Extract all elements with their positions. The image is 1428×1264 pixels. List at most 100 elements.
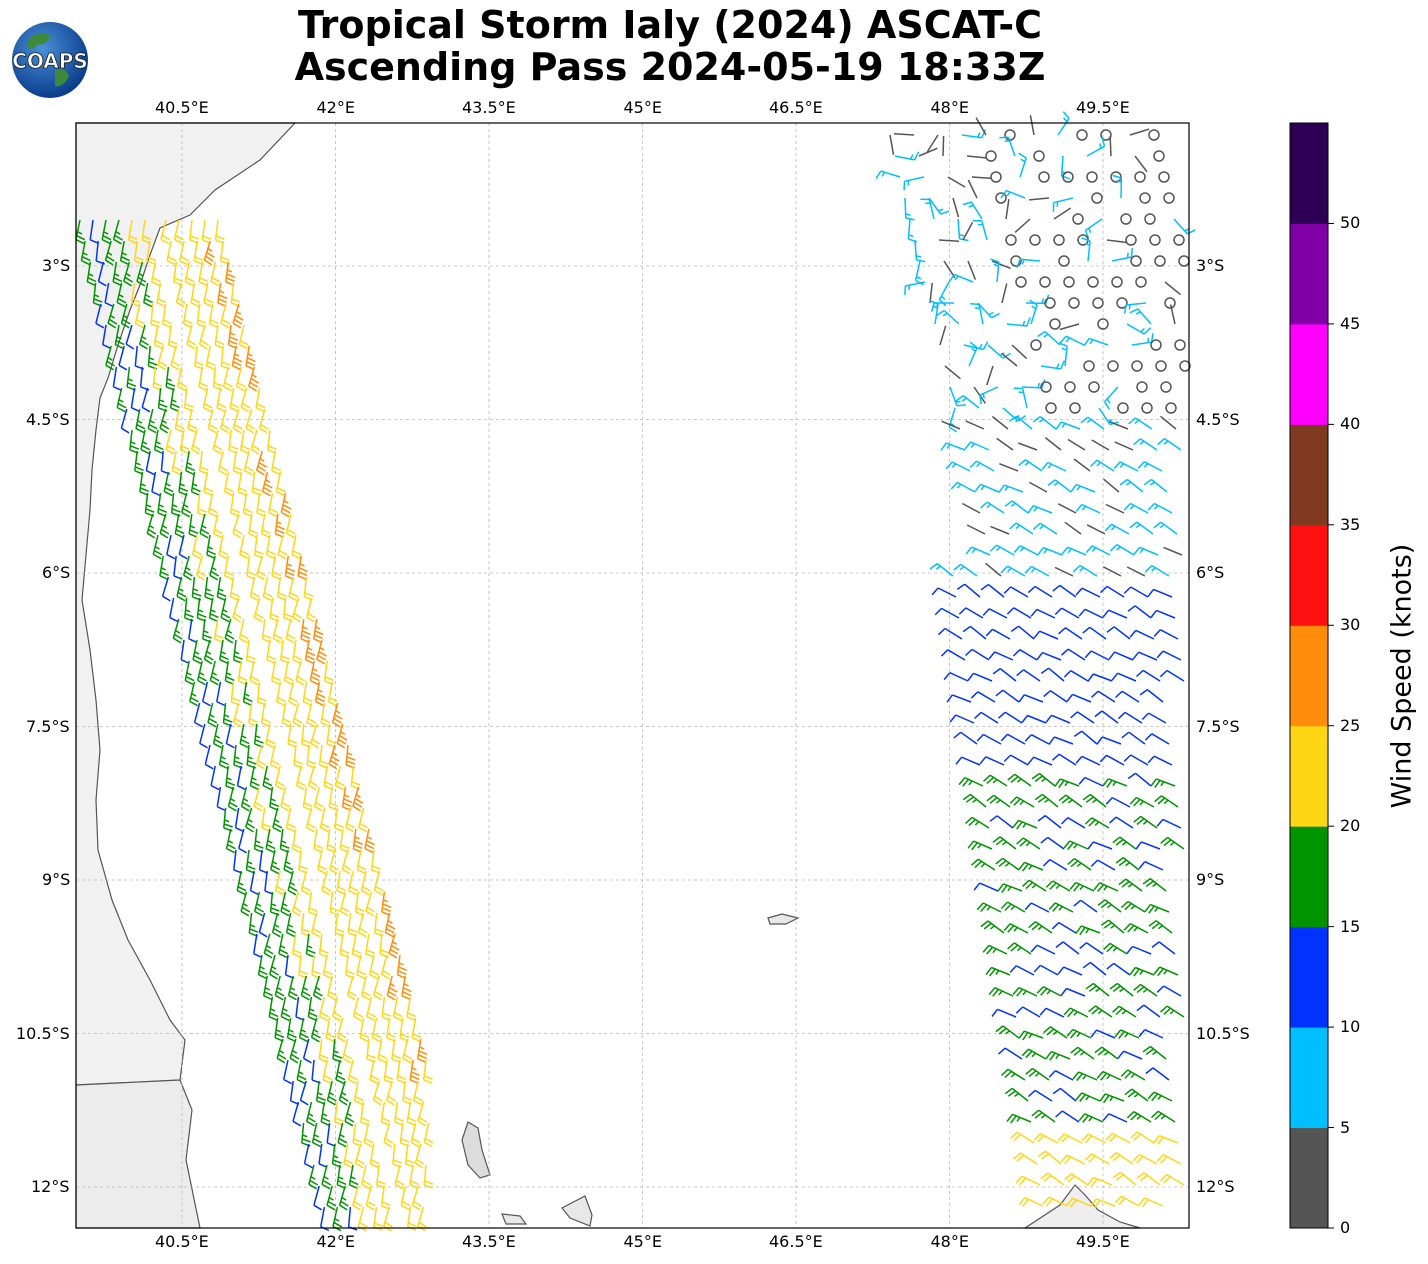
wind-barb: [262, 975, 273, 1001]
wind-barb: [1133, 983, 1158, 997]
wind-barb: [369, 1143, 380, 1169]
wind-barb: [210, 261, 221, 287]
wind-barb: [342, 1038, 352, 1064]
grid-lines: [76, 123, 1189, 1228]
wind-barb: [944, 365, 961, 380]
wind-barb: [312, 975, 323, 1001]
wind-barb: [997, 1047, 1023, 1060]
wind-barb: [328, 786, 339, 812]
wind-barb: [232, 408, 243, 434]
wind-barb: [948, 273, 974, 283]
wind-barb: [1007, 773, 1032, 787]
wind-barb: [1012, 986, 1038, 997]
wind-barb: [334, 765, 345, 791]
wind-barb: [238, 618, 249, 644]
wind-barb: [1164, 281, 1181, 296]
wind-barb: [1082, 626, 1107, 640]
wind-barb: [302, 681, 313, 707]
wind-barb: [940, 649, 966, 661]
wind-barb: [1102, 566, 1122, 577]
calm-circle: [1111, 276, 1123, 288]
wind-barb: [1024, 902, 1050, 913]
wind-barb: [971, 176, 992, 180]
wind-barb: [188, 513, 199, 538]
wind-barb: [222, 702, 233, 727]
wind-barb: [1123, 586, 1149, 598]
wind-barb: [950, 481, 976, 493]
wind-barb: [1090, 859, 1116, 871]
wind-barb: [931, 587, 957, 598]
wind-barb: [946, 694, 972, 703]
wind-barb: [301, 1122, 311, 1147]
wind-barb: [333, 807, 344, 833]
wind-barb: [204, 576, 215, 601]
wind-barb: [369, 1059, 380, 1085]
wind-barb: [1006, 607, 1032, 619]
wind-barb: [1091, 439, 1110, 451]
wind-barb: [165, 366, 176, 391]
wind-barb: [1160, 836, 1185, 850]
wind-barb: [973, 711, 999, 724]
wind-barb: [202, 618, 212, 643]
wind-barb: [1012, 649, 1038, 661]
wind-barb: [224, 261, 236, 286]
wind-barb: [1045, 880, 1071, 892]
wind-barb: [1109, 1152, 1134, 1165]
calm-circle: [1040, 381, 1052, 393]
wind-barb: [1067, 438, 1086, 451]
calm-circle: [1134, 171, 1146, 183]
wind-barb: [1145, 1067, 1170, 1081]
wind-barb: [305, 1101, 316, 1127]
wind-barb: [337, 1122, 348, 1148]
wind-barb: [388, 933, 400, 959]
wind-barb: [97, 261, 107, 287]
wind-barb: [238, 828, 247, 854]
wind-barb: [225, 828, 236, 854]
wind-barb: [1015, 1175, 1041, 1186]
wind-barb: [1120, 1069, 1146, 1081]
wind-barb: [236, 870, 247, 896]
lat-tick-label-left: 12°S: [31, 1177, 70, 1196]
wind-barb: [1099, 754, 1125, 766]
lon-tick-label-bottom: 43.5°E: [462, 1232, 516, 1251]
wind-barb: [1044, 437, 1062, 451]
wind-barb: [938, 239, 960, 242]
wind-barb: [1075, 587, 1101, 598]
calm-circle: [1110, 171, 1122, 183]
lat-tick-label-left: 3°S: [42, 256, 71, 275]
wind-barb: [1007, 942, 1032, 955]
wind-barb: [216, 786, 226, 812]
wind-barb: [1156, 1154, 1182, 1165]
wind-barb: [307, 996, 318, 1022]
wind-barb: [1028, 921, 1053, 934]
lon-tick-label-bottom: 48°E: [930, 1232, 969, 1251]
wind-barb: [1037, 815, 1062, 829]
wind-barb: [233, 744, 243, 769]
wind-barb: [996, 437, 1014, 451]
wind-barb: [256, 555, 266, 581]
wind-barb: [206, 534, 217, 560]
wind-barb: [988, 987, 1014, 997]
wind-barb: [1117, 711, 1143, 724]
wind-barb: [1142, 1045, 1167, 1060]
wind-barb: [372, 1080, 383, 1106]
wind-barb: [196, 597, 207, 622]
wind-barb: [1157, 437, 1182, 451]
wind-barb: [336, 723, 348, 749]
wind-barb: [1055, 421, 1081, 430]
calm-circle: [1158, 171, 1170, 183]
wind-barb: [352, 828, 363, 853]
lat-tick-label-right: 7.5°S: [1196, 716, 1240, 736]
wind-barb: [1055, 941, 1080, 955]
wind-barb: [250, 429, 261, 455]
wind-barb: [997, 711, 1023, 724]
wind-barb: [1000, 733, 1026, 745]
wind-barb: [255, 450, 267, 476]
wind-barb: [1045, 1050, 1071, 1061]
wind-barb: [262, 765, 273, 791]
wind-barb: [964, 441, 990, 451]
wind-barb: [980, 920, 1005, 934]
wind-barb: [1060, 1154, 1086, 1165]
calm-circle: [1044, 297, 1056, 309]
wind-barb: [216, 681, 226, 707]
